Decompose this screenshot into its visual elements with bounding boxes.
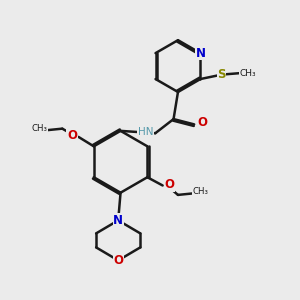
Text: CH₃: CH₃ (193, 188, 209, 196)
Text: CH₃: CH₃ (31, 124, 47, 133)
Text: S: S (218, 68, 226, 81)
Text: CH₃: CH₃ (239, 69, 256, 78)
Text: O: O (164, 178, 174, 191)
Text: O: O (67, 129, 77, 142)
Text: N: N (113, 214, 123, 227)
Text: HN: HN (138, 127, 153, 137)
Text: N: N (195, 46, 206, 60)
Text: O: O (113, 254, 123, 267)
Text: O: O (197, 116, 207, 129)
